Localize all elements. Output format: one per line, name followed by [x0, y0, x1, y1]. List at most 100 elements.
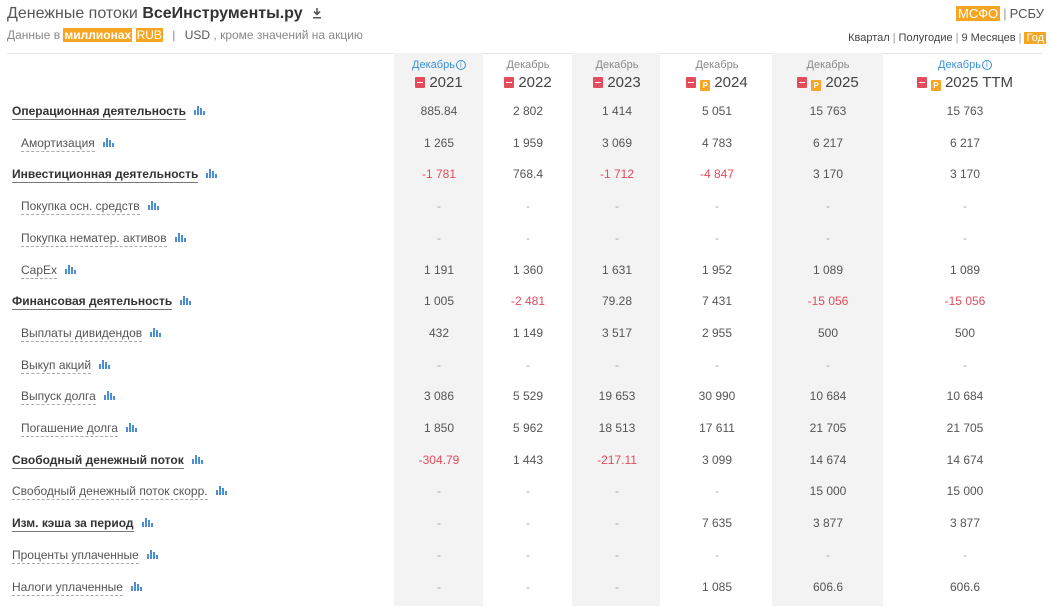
pdf-icon[interactable] [415, 77, 426, 88]
currency-rub-toggle[interactable]: RUB [135, 28, 163, 42]
bar-chart-icon[interactable] [180, 296, 192, 306]
data-in-label: Данные в [7, 28, 61, 42]
row-label-text[interactable]: Выкуп акций [21, 357, 92, 374]
table-row: Выплаты дивидендов 432 1 149 3 517 2 955 500 5… [0, 318, 1050, 349]
row-label[interactable]: Свободный денежный поток скорр. [12, 476, 227, 507]
units-selector[interactable]: миллионах [63, 28, 133, 42]
row-label[interactable]: Свободный денежный поток [12, 445, 203, 476]
column-month-label: Декабрь [506, 59, 550, 71]
row-label[interactable]: Покупка осн. средств [21, 191, 159, 222]
period-year[interactable]: Год [1024, 32, 1046, 44]
bar-chart-icon[interactable] [150, 327, 162, 337]
bar-chart-icon[interactable] [206, 169, 218, 179]
pdf-icon[interactable] [686, 77, 697, 88]
table-cell: 432 [428, 325, 450, 340]
table-cell: 10 684 [809, 389, 847, 404]
presentation-icon[interactable]: P [930, 80, 941, 91]
bar-chart-icon[interactable] [215, 486, 227, 496]
table-cell: - [826, 230, 830, 245]
row-label[interactable]: Погашение долга [21, 413, 137, 444]
presentation-icon[interactable]: P [700, 80, 711, 91]
table-cell: 1 850 [423, 421, 455, 435]
bar-chart-icon[interactable] [174, 232, 186, 242]
column-shade [772, 53, 883, 606]
row-label[interactable]: Выкуп акций [21, 350, 111, 381]
msfo-toggle[interactable]: МСФО [955, 6, 1001, 21]
row-label[interactable]: Выпуск долга [21, 381, 115, 412]
row-label[interactable]: CapEx [21, 255, 77, 286]
pdf-icon[interactable] [504, 77, 515, 88]
row-label[interactable]: Покупка нематер. активов [21, 223, 186, 254]
bar-chart-icon[interactable] [146, 549, 158, 559]
row-label[interactable]: Операционная деятельность [12, 96, 206, 127]
table-cell: 3 086 [423, 389, 455, 404]
row-label-text[interactable]: Покупка осн. средств [21, 199, 140, 216]
row-label[interactable]: Налоги уплаченные [12, 572, 142, 603]
pdf-icon[interactable] [593, 77, 604, 88]
bar-chart-icon[interactable] [141, 518, 153, 528]
download-icon[interactable] [312, 7, 322, 19]
table-cell: 30 990 [698, 389, 736, 404]
row-label-text[interactable]: Свободный денежный поток скорр. [12, 484, 208, 501]
column-header: Декабрь P 2025 [773, 58, 883, 93]
row-label-text[interactable]: Выпуск долга [21, 389, 96, 406]
presentation-icon[interactable]: P [811, 80, 822, 91]
pdf-icon[interactable] [797, 77, 808, 88]
bar-chart-icon[interactable] [125, 423, 137, 432]
column-year: 2025 TTM [944, 74, 1014, 91]
info-icon[interactable]: i [981, 60, 992, 70]
row-label-text[interactable]: Покупка нематер. активов [21, 230, 167, 247]
table-row: Выкуп акций - - - - - - [0, 350, 1050, 381]
bar-chart-icon[interactable] [147, 201, 159, 211]
bar-chart-icon[interactable] [103, 391, 115, 401]
table-cell: -2 481 [510, 294, 546, 309]
table-cell: - [826, 547, 830, 562]
company-name[interactable]: ВсеИнструменты.ру [142, 5, 303, 22]
table-cell: - [963, 199, 967, 214]
row-label-text[interactable]: Изм. кэша за период [12, 516, 134, 533]
row-label[interactable]: Выплаты дивидендов [21, 318, 162, 349]
bar-chart-icon[interactable] [130, 581, 142, 591]
table-cell: 3 170 [812, 167, 844, 182]
row-label[interactable]: Амортизация [21, 128, 114, 159]
row-label-text[interactable]: Амортизация [21, 135, 95, 152]
period-nine-months[interactable]: 9 Месяцев [961, 32, 1016, 44]
row-label[interactable]: Проценты уплаченные [12, 540, 158, 571]
row-label-text[interactable]: Погашение долга [21, 421, 118, 437]
table-cell: - [526, 516, 530, 531]
bar-chart-icon[interactable] [102, 137, 114, 147]
bar-chart-icon[interactable] [194, 106, 206, 115]
table-cell: -4 847 [699, 167, 735, 182]
row-label-text[interactable]: Операционная деятельность [12, 104, 187, 120]
info-icon[interactable]: i [455, 60, 466, 70]
row-label-text[interactable]: Свободный денежный поток [12, 452, 184, 469]
period-half-year[interactable]: Полугодие [898, 32, 953, 44]
currency-usd-toggle[interactable]: USD [184, 28, 211, 42]
column-year: 2021 [429, 74, 463, 91]
table-cell: -1 781 [421, 167, 457, 182]
row-label-text[interactable]: Налоги уплаченные [12, 579, 123, 596]
row-label[interactable]: Финансовая деятельность [12, 286, 192, 317]
column-month: Декабрь [484, 58, 572, 72]
table-cell: 1 191 [423, 262, 455, 277]
table-cell: 1 085 [701, 579, 733, 594]
row-label-text[interactable]: CapEx [21, 262, 58, 279]
row-label-text[interactable]: Инвестиционная деятельность [12, 167, 199, 184]
table-cell: 1 089 [812, 262, 844, 277]
row-label-text[interactable]: Выплаты дивидендов [21, 325, 143, 342]
pdf-icon[interactable] [916, 77, 927, 88]
rsbu-toggle[interactable]: РСБУ [1009, 6, 1044, 21]
row-label[interactable]: Инвестиционная деятельность [12, 159, 218, 190]
table-cell: - [437, 199, 441, 214]
row-label[interactable]: Изм. кэша за период [12, 508, 153, 539]
row-label-text[interactable]: Финансовая деятельность [12, 294, 173, 311]
period-quarter[interactable]: Квартал [848, 32, 890, 44]
row-label-text[interactable]: Проценты уплаченные [12, 547, 139, 564]
bar-chart-icon[interactable] [191, 454, 203, 464]
table-cell: 3 877 [949, 516, 981, 531]
header-divider [7, 53, 1043, 54]
column-year-row: 2021 [395, 73, 483, 93]
bar-chart-icon[interactable] [99, 359, 111, 369]
bar-chart-icon[interactable] [65, 264, 77, 274]
table-cell: - [526, 579, 530, 594]
